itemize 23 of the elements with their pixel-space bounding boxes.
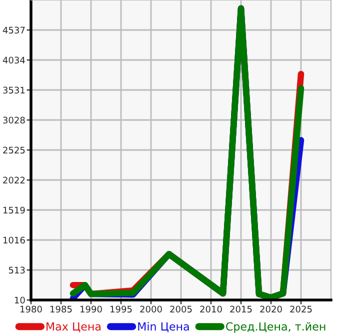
y-tick-label: 2022 bbox=[3, 176, 25, 184]
x-tick-label: 1990 bbox=[80, 306, 102, 313]
y-tick-label: 513 bbox=[8, 266, 25, 274]
y-tick-label: 1016 bbox=[3, 236, 25, 244]
legend-label: Max Цена bbox=[46, 322, 101, 332]
y-tick-label: 1519 bbox=[3, 206, 25, 214]
x-tick-label: 2025 bbox=[290, 306, 312, 313]
x-tick-label: 1985 bbox=[50, 306, 72, 313]
x-tick-label: 1980 bbox=[20, 306, 42, 313]
y-tick-label: 2525 bbox=[3, 146, 25, 154]
legend-label: Сред.Цена, т.йен bbox=[226, 322, 326, 333]
y-tick-label: 4537 bbox=[2, 26, 25, 34]
y-tick-label: 10 bbox=[14, 296, 25, 304]
y-tick-label: 4034 bbox=[2, 56, 25, 64]
x-tick-label: 2015 bbox=[230, 306, 252, 313]
x-tick-label: 2005 bbox=[170, 306, 192, 313]
x-tick-label: 1995 bbox=[110, 306, 132, 313]
y-tick-label: 3028 bbox=[3, 116, 25, 124]
legend-label: Min Цена bbox=[138, 322, 189, 332]
y-tick-label: 3531 bbox=[3, 86, 25, 94]
x-tick-label: 2020 bbox=[260, 306, 282, 313]
x-tick-label: 2010 bbox=[200, 306, 222, 313]
x-tick-label: 2000 bbox=[140, 306, 162, 313]
